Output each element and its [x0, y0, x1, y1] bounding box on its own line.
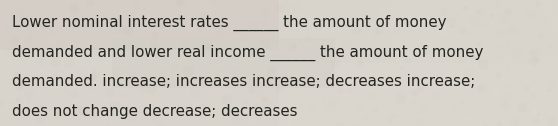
Text: Lower nominal interest rates ______ the amount of money: Lower nominal interest rates ______ the … — [12, 15, 447, 31]
Text: does not change decrease; decreases: does not change decrease; decreases — [12, 104, 298, 119]
Text: demanded and lower real income ______ the amount of money: demanded and lower real income ______ th… — [12, 45, 484, 61]
Bar — [0, 0, 279, 50]
Bar — [279, 63, 558, 126]
Text: demanded. increase; increases increase; decreases increase;: demanded. increase; increases increase; … — [12, 74, 475, 89]
Bar — [391, 0, 558, 63]
Bar — [112, 38, 335, 88]
